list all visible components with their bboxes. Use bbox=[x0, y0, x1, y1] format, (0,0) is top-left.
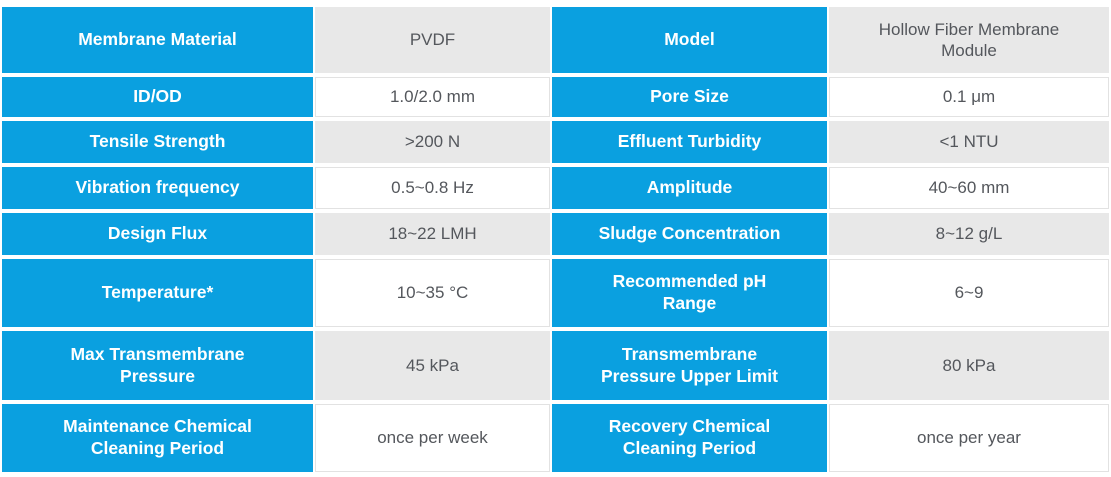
recovery-cleaning-period-value: once per year bbox=[829, 404, 1109, 472]
amplitude-value: 40~60 mm bbox=[829, 167, 1109, 209]
pore-size-label: Pore Size bbox=[552, 77, 827, 117]
tensile-strength-label: Tensile Strength bbox=[2, 121, 313, 163]
membrane-material-value: PVDF bbox=[315, 7, 550, 73]
membrane-material-label: Membrane Material bbox=[2, 7, 313, 73]
maintenance-cleaning-period-value: once per week bbox=[315, 404, 550, 472]
sludge-concentration-label: Sludge Concentration bbox=[552, 213, 827, 255]
effluent-turbidity-label: Effluent Turbidity bbox=[552, 121, 827, 163]
transmembrane-pressure-upper-limit-label: Transmembrane Pressure Upper Limit bbox=[552, 331, 827, 400]
vibration-frequency-value: 0.5~0.8 Hz bbox=[315, 167, 550, 209]
id-od-value: 1.0/2.0 mm bbox=[315, 77, 550, 117]
max-transmembrane-pressure-value: 45 kPa bbox=[315, 331, 550, 400]
pore-size-value: 0.1 μm bbox=[829, 77, 1109, 117]
temperature-value: 10~35 °C bbox=[315, 259, 550, 327]
recommended-ph-range-label: Recommended pH Range bbox=[552, 259, 827, 327]
recovery-cleaning-period-label: Recovery Chemical Cleaning Period bbox=[552, 404, 827, 472]
temperature-label: Temperature* bbox=[2, 259, 313, 327]
vibration-frequency-label: Vibration frequency bbox=[2, 167, 313, 209]
effluent-turbidity-value: <1 NTU bbox=[829, 121, 1109, 163]
recommended-ph-range-value: 6~9 bbox=[829, 259, 1109, 327]
model-value: Hollow Fiber Membrane Module bbox=[829, 7, 1109, 73]
transmembrane-pressure-upper-limit-value: 80 kPa bbox=[829, 331, 1109, 400]
tensile-strength-value: >200 N bbox=[315, 121, 550, 163]
id-od-label: ID/OD bbox=[2, 77, 313, 117]
membrane-spec-table: Membrane Material PVDF Model Hollow Fibe… bbox=[2, 7, 1111, 472]
amplitude-label: Amplitude bbox=[552, 167, 827, 209]
design-flux-value: 18~22 LMH bbox=[315, 213, 550, 255]
maintenance-cleaning-period-label: Maintenance Chemical Cleaning Period bbox=[2, 404, 313, 472]
design-flux-label: Design Flux bbox=[2, 213, 313, 255]
sludge-concentration-value: 8~12 g/L bbox=[829, 213, 1109, 255]
model-label: Model bbox=[552, 7, 827, 73]
max-transmembrane-pressure-label: Max Transmembrane Pressure bbox=[2, 331, 313, 400]
